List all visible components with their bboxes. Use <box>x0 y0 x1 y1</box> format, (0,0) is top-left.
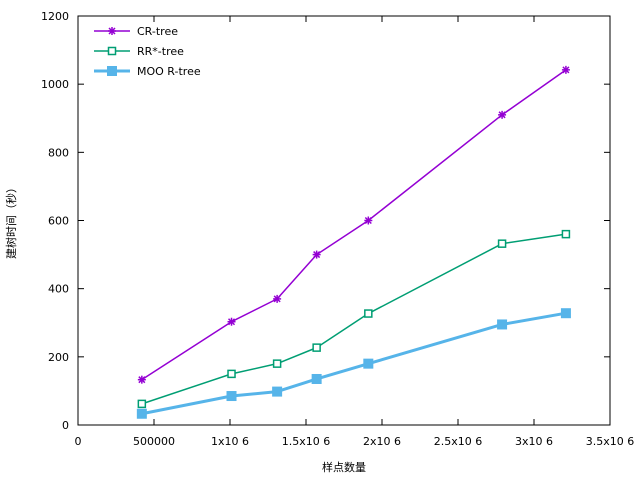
data-point <box>364 309 373 318</box>
legend-marker <box>108 27 116 35</box>
y-tick-label: 0 <box>62 419 69 432</box>
legend-label: MOO R-tree <box>137 65 201 78</box>
y-tick-label: 400 <box>48 283 69 296</box>
series-2 <box>136 308 571 419</box>
data-point <box>312 343 321 352</box>
data-point <box>497 239 507 248</box>
data-point <box>311 373 322 384</box>
legend: CR-tree RR*-tree MOO R-tree <box>94 25 201 78</box>
data-point-d2 <box>138 376 146 384</box>
y-tick-label: 200 <box>48 351 69 364</box>
data-point <box>227 317 236 326</box>
data-point <box>137 399 147 409</box>
data-point-d2 <box>364 216 372 225</box>
data-point-d2 <box>562 66 570 74</box>
data-point <box>226 391 237 402</box>
series-1 <box>137 229 571 409</box>
x-tick-label: 3x10 6 <box>515 435 553 448</box>
data-point <box>136 408 147 419</box>
data-point <box>227 369 236 379</box>
data-point <box>363 358 374 369</box>
legend-item: RR*-tree <box>94 45 184 58</box>
data-point <box>272 359 282 368</box>
data-point <box>498 110 507 119</box>
y-axis-label: 建树时间（秒） <box>4 182 18 259</box>
y-tick-label: 800 <box>48 146 69 159</box>
x-tick-label: 2.5x10 6 <box>434 435 483 448</box>
data-point-d2 <box>498 111 506 119</box>
legend-item: CR-tree <box>94 25 178 38</box>
data-point-d2 <box>227 318 236 326</box>
data-point <box>312 250 321 259</box>
y-tick-label: 1000 <box>41 78 69 91</box>
x-tick-label: 1.5x10 6 <box>282 435 331 448</box>
legend-item: MOO R-tree <box>94 65 201 78</box>
x-tick-label: 3.5x10 6 <box>586 435 635 448</box>
legend-marker <box>107 66 117 76</box>
y-tick-label: 600 <box>48 215 69 228</box>
axes: 0 500000 1x10 6 1.5x10 6 2x10 6 2.5x10 6 3x10 … <box>41 10 634 448</box>
x-axis-label: 样点数量 <box>322 460 366 474</box>
data-point <box>364 216 373 225</box>
legend-marker <box>107 46 117 56</box>
data-point-d2 <box>313 251 321 259</box>
data-point <box>561 65 570 74</box>
x-tick-label: 2x10 6 <box>363 435 401 448</box>
x-tick-label: 1x10 6 <box>211 435 249 448</box>
series-line <box>141 233 567 405</box>
x-tick-label: 0 <box>75 435 82 448</box>
legend-label: RR*-tree <box>137 45 184 58</box>
x-tick-label: 500000 <box>133 435 175 448</box>
data-point <box>272 386 283 397</box>
series-layer <box>136 65 571 419</box>
data-point <box>497 319 508 330</box>
legend-label: CR-tree <box>137 25 178 38</box>
y-tick-label: 1200 <box>41 10 69 23</box>
legend-marker-d2 <box>108 27 116 35</box>
series-0 <box>137 65 570 384</box>
data-point <box>273 294 282 303</box>
data-point <box>137 375 146 384</box>
data-point <box>561 229 571 239</box>
data-point-d2 <box>273 295 281 303</box>
data-point <box>560 308 571 319</box>
